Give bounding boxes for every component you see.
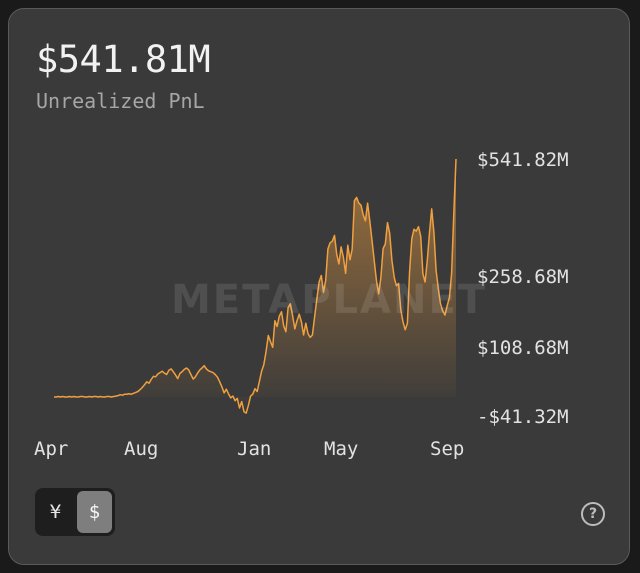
x-tick-label: Apr (34, 438, 68, 460)
currency-usd-button[interactable]: $ (77, 491, 112, 533)
x-tick-label: Aug (124, 438, 158, 460)
currency-yen-button[interactable]: ¥ (38, 491, 73, 533)
pnl-series-line (54, 158, 457, 414)
currency-toggle: ¥ $ (35, 488, 115, 536)
y-tick-label: $541.82M (477, 149, 569, 171)
y-tick-label: $258.68M (477, 266, 569, 288)
help-icon[interactable]: ? (581, 502, 605, 526)
pnl-card: $541.81M Unrealized PnL $541.82M $258.68M… (8, 8, 630, 565)
x-tick-label: May (324, 438, 358, 460)
pnl-chart: $541.82M $258.68M $108.68M -$41.32M Apr Aug Ja… (34, 149, 569, 460)
y-tick-label: -$41.32M (477, 406, 569, 428)
y-tick-label: $108.68M (477, 337, 569, 359)
x-tick-label: Sep (430, 438, 464, 460)
x-tick-label: Jan (237, 438, 271, 460)
pnl-area-fill (54, 159, 456, 414)
headline-value: $541.81M (36, 38, 211, 81)
subtitle-label: Unrealized PnL (36, 89, 205, 113)
